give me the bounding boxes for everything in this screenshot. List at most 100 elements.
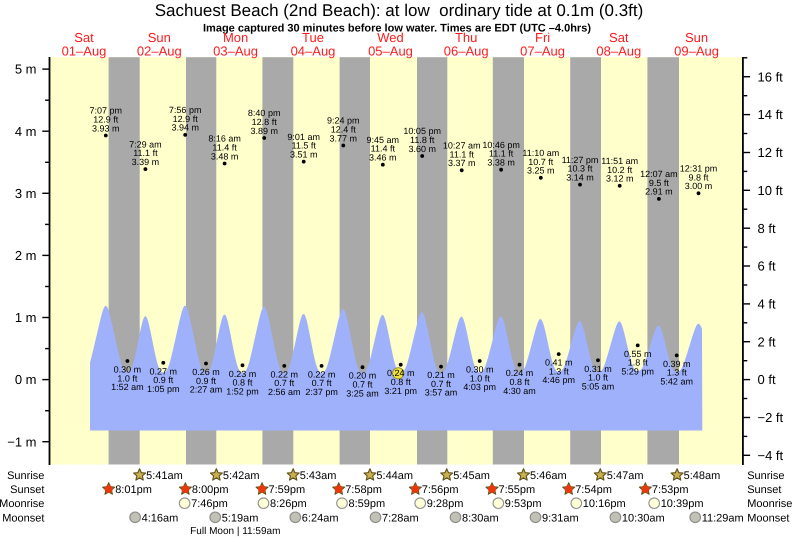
svg-text:10.7 ft: 10.7 ft: [528, 157, 554, 167]
svg-text:Tue: Tue: [302, 30, 324, 45]
svg-text:Sunset: Sunset: [747, 484, 781, 496]
svg-text:1.8 ft: 1.8 ft: [628, 358, 649, 368]
svg-text:3.89 m: 3.89 m: [250, 126, 278, 136]
svg-text:0.24 m: 0.24 m: [387, 368, 415, 378]
svg-text:5:45am: 5:45am: [453, 470, 490, 482]
svg-text:8:30am: 8:30am: [462, 512, 499, 524]
svg-text:1:52 pm: 1:52 pm: [226, 386, 259, 396]
svg-text:5:44am: 5:44am: [376, 470, 413, 482]
svg-text:4:46 pm: 4:46 pm: [542, 375, 575, 385]
svg-text:0.55 m: 0.55 m: [624, 349, 652, 359]
svg-text:12:31 pm: 12:31 pm: [680, 164, 718, 174]
svg-text:8:01pm: 8:01pm: [115, 484, 152, 496]
svg-text:12:07 am: 12:07 am: [640, 169, 678, 179]
svg-text:09–Aug: 09–Aug: [674, 43, 719, 58]
svg-text:8:16 am: 8:16 am: [208, 134, 241, 144]
svg-text:12.4 ft: 12.4 ft: [331, 125, 357, 135]
svg-text:0.41 m: 0.41 m: [545, 358, 573, 368]
svg-text:11.1 ft: 11.1 ft: [133, 148, 158, 158]
svg-text:Full Moon | 11:59am: Full Moon | 11:59am: [190, 526, 280, 537]
svg-text:5:19am: 5:19am: [222, 512, 259, 524]
svg-text:11:27 pm: 11:27 pm: [562, 155, 599, 165]
svg-text:7:56pm: 7:56pm: [422, 484, 459, 496]
svg-text:0.8 ft: 0.8 ft: [391, 377, 412, 387]
svg-text:0.9 ft: 0.9 ft: [196, 376, 217, 386]
svg-text:3.37 m: 3.37 m: [448, 158, 476, 168]
svg-text:7:28am: 7:28am: [382, 512, 419, 524]
svg-text:4:16am: 4:16am: [142, 512, 179, 524]
svg-text:0.20 m: 0.20 m: [349, 371, 377, 381]
svg-text:3:57 am: 3:57 am: [425, 388, 458, 398]
svg-text:07–Aug: 07–Aug: [520, 43, 565, 58]
svg-text:11.5 ft: 11.5 ft: [292, 141, 317, 151]
svg-text:10:27 am: 10:27 am: [443, 141, 481, 151]
svg-text:−2 ft: −2 ft: [758, 410, 784, 425]
svg-text:Sun: Sun: [148, 30, 171, 45]
svg-text:Moonrise: Moonrise: [0, 498, 44, 510]
svg-text:1 m: 1 m: [15, 310, 37, 325]
svg-text:Image captured 30 minutes befo: Image captured 30 minutes before low wat…: [203, 23, 591, 35]
svg-text:10:39pm: 10:39pm: [661, 498, 704, 510]
svg-text:0.7 ft: 0.7 ft: [352, 380, 373, 390]
svg-text:11.4 ft: 11.4 ft: [212, 143, 237, 153]
svg-text:0.22 m: 0.22 m: [308, 369, 336, 379]
svg-text:1:05 pm: 1:05 pm: [147, 384, 180, 394]
svg-text:3 m: 3 m: [15, 186, 37, 201]
svg-text:8:00pm: 8:00pm: [192, 484, 229, 496]
svg-text:11:51 am: 11:51 am: [601, 156, 638, 166]
svg-text:3.12 m: 3.12 m: [606, 174, 634, 184]
svg-text:3.94 m: 3.94 m: [171, 123, 199, 133]
svg-text:08–Aug: 08–Aug: [596, 43, 641, 58]
svg-text:2:56 am: 2:56 am: [268, 387, 301, 397]
svg-text:Wed: Wed: [377, 30, 404, 45]
svg-text:9:24 pm: 9:24 pm: [327, 116, 360, 126]
svg-text:2 m: 2 m: [15, 248, 37, 263]
svg-text:0.39 m: 0.39 m: [663, 359, 691, 369]
svg-text:0.8 ft: 0.8 ft: [232, 378, 253, 388]
svg-text:7:56 pm: 7:56 pm: [169, 105, 202, 115]
svg-text:1.0 ft: 1.0 ft: [470, 373, 491, 383]
svg-text:5:42 am: 5:42 am: [660, 377, 693, 387]
svg-text:6 ft: 6 ft: [758, 259, 776, 274]
svg-text:11.4 ft: 11.4 ft: [371, 144, 396, 154]
svg-text:10.2 ft: 10.2 ft: [607, 165, 633, 175]
svg-text:3.93 m: 3.93 m: [92, 123, 120, 133]
svg-text:06–Aug: 06–Aug: [444, 43, 489, 58]
svg-text:7:55pm: 7:55pm: [499, 484, 536, 496]
svg-text:Moonset: Moonset: [2, 512, 44, 524]
svg-text:3:21 pm: 3:21 pm: [384, 386, 417, 396]
svg-text:Sunrise: Sunrise: [747, 470, 784, 482]
svg-text:10:05 pm: 10:05 pm: [403, 126, 441, 136]
svg-text:8:26pm: 8:26pm: [270, 498, 307, 510]
svg-text:4 m: 4 m: [15, 124, 37, 139]
svg-text:0.27 m: 0.27 m: [150, 366, 178, 376]
svg-text:5:42am: 5:42am: [223, 470, 260, 482]
svg-text:5:46am: 5:46am: [530, 470, 567, 482]
svg-text:3.60 m: 3.60 m: [408, 144, 436, 154]
svg-text:3.25 m: 3.25 m: [527, 166, 555, 176]
svg-text:0 m: 0 m: [15, 372, 37, 387]
svg-text:4:30 am: 4:30 am: [503, 386, 536, 396]
svg-text:9.5 ft: 9.5 ft: [649, 178, 670, 188]
svg-text:1.3 ft: 1.3 ft: [549, 366, 570, 376]
svg-text:7:59pm: 7:59pm: [269, 484, 306, 496]
svg-text:0.7 ft: 0.7 ft: [431, 379, 452, 389]
svg-text:11.8 ft: 11.8 ft: [410, 135, 435, 145]
svg-text:8 ft: 8 ft: [758, 221, 776, 236]
svg-text:7:54pm: 7:54pm: [575, 484, 612, 496]
svg-text:9.8 ft: 9.8 ft: [688, 172, 709, 182]
svg-text:1.3 ft: 1.3 ft: [667, 368, 688, 378]
svg-text:−1 m: −1 m: [7, 434, 36, 449]
svg-text:Sachuest Beach (2nd Beach): at: Sachuest Beach (2nd Beach): at low ordin…: [155, 1, 644, 20]
svg-text:2:37 pm: 2:37 pm: [305, 387, 338, 397]
svg-text:8:40 pm: 8:40 pm: [248, 108, 281, 118]
svg-text:9:01 am: 9:01 am: [287, 132, 320, 142]
svg-text:16 ft: 16 ft: [758, 69, 784, 84]
svg-text:2.91 m: 2.91 m: [645, 187, 673, 197]
svg-text:11.1 ft: 11.1 ft: [489, 149, 514, 159]
svg-text:5:41am: 5:41am: [146, 470, 183, 482]
svg-text:0.8 ft: 0.8 ft: [509, 377, 530, 387]
svg-text:05–Aug: 05–Aug: [368, 43, 413, 58]
svg-text:3.14 m: 3.14 m: [566, 172, 594, 182]
svg-text:2 ft: 2 ft: [758, 334, 776, 349]
